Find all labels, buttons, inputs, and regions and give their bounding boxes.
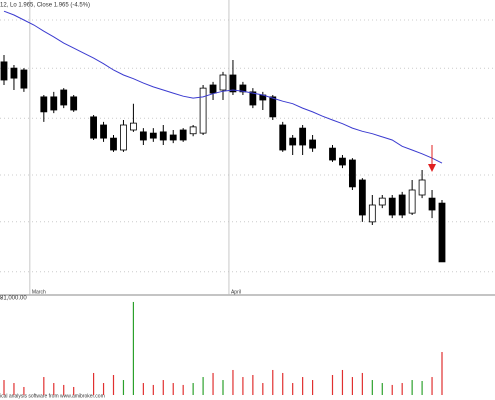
candle-body xyxy=(418,179,426,196)
candle-body xyxy=(189,126,197,135)
x-tick-label: March xyxy=(32,289,46,295)
candle-body xyxy=(169,134,177,141)
candle-body xyxy=(428,197,436,211)
volume-tick-label: 81,000.00 xyxy=(0,296,27,302)
candle-body xyxy=(40,96,48,113)
candle-body xyxy=(60,89,68,106)
candle-body xyxy=(229,74,237,93)
candle-body xyxy=(349,159,356,188)
footer: ical analysis software from www.amibroke… xyxy=(0,393,105,399)
candle-body xyxy=(10,67,18,79)
arrow-head xyxy=(428,164,436,172)
candle-body xyxy=(139,131,147,141)
candle-body xyxy=(309,139,316,149)
candle-body xyxy=(219,74,227,91)
candle-body xyxy=(339,157,346,166)
candle-body xyxy=(149,132,157,139)
signal-arrow xyxy=(428,145,436,172)
candle-body xyxy=(130,122,137,131)
candle-body xyxy=(159,131,167,141)
candle-body xyxy=(50,96,58,111)
candle-body xyxy=(329,147,336,161)
candle-body xyxy=(239,84,247,93)
candle-body xyxy=(199,87,207,134)
candle-body xyxy=(20,69,28,89)
candle-body xyxy=(358,179,366,216)
candle-body xyxy=(289,137,297,146)
candle-body xyxy=(0,61,8,81)
candle-body xyxy=(100,124,107,139)
candle-body xyxy=(279,124,287,151)
candle-body xyxy=(249,91,257,106)
candle-body xyxy=(388,197,396,216)
candle-body xyxy=(179,129,187,141)
candle-body xyxy=(438,202,446,263)
candle-body xyxy=(378,197,386,206)
candle-body xyxy=(120,124,127,151)
moving-average-line xyxy=(3,10,443,164)
chart-title: 12, Lo 1.965, Close 1.965 (-4.5%) xyxy=(0,3,90,9)
candle-body xyxy=(368,204,376,223)
candle-body xyxy=(70,96,78,111)
candle-body xyxy=(209,84,217,94)
candle-body xyxy=(299,127,307,146)
candle-body xyxy=(408,189,416,214)
candle-body xyxy=(90,116,97,139)
x-tick-label: April xyxy=(231,289,241,295)
candle-body xyxy=(110,137,117,151)
candle-body xyxy=(269,96,277,118)
candle-body xyxy=(398,194,406,216)
